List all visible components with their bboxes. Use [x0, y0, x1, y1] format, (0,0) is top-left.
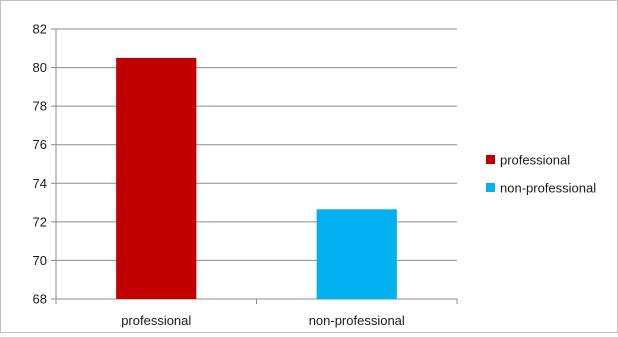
- y-tick-label: 74: [33, 176, 47, 191]
- bar-non-professional: [316, 209, 397, 299]
- legend-label: non-professional: [500, 181, 596, 196]
- tick-labels: 68 70 72 74 76 78 80 82 professional non-professi…: [33, 22, 405, 329]
- x-tick-label: professional: [121, 313, 191, 328]
- bar-chart: 68 70 72 74 76 78 80 82 professional non-professi…: [33, 22, 597, 329]
- legend: professional non-professional: [486, 153, 596, 196]
- bars: [116, 57, 397, 299]
- legend-swatch: [486, 183, 495, 192]
- y-tick-label: 78: [33, 99, 47, 114]
- legend-swatch: [486, 155, 495, 164]
- y-tick-label: 70: [33, 253, 47, 268]
- x-tick-label: non-professional: [309, 313, 405, 328]
- y-tick-label: 82: [33, 22, 47, 37]
- y-tick-label: 68: [33, 292, 47, 307]
- y-tick-label: 80: [33, 60, 47, 75]
- y-tick-label: 72: [33, 214, 47, 229]
- bar-professional: [116, 57, 197, 299]
- legend-label: professional: [500, 153, 570, 168]
- y-tick-label: 76: [33, 137, 47, 152]
